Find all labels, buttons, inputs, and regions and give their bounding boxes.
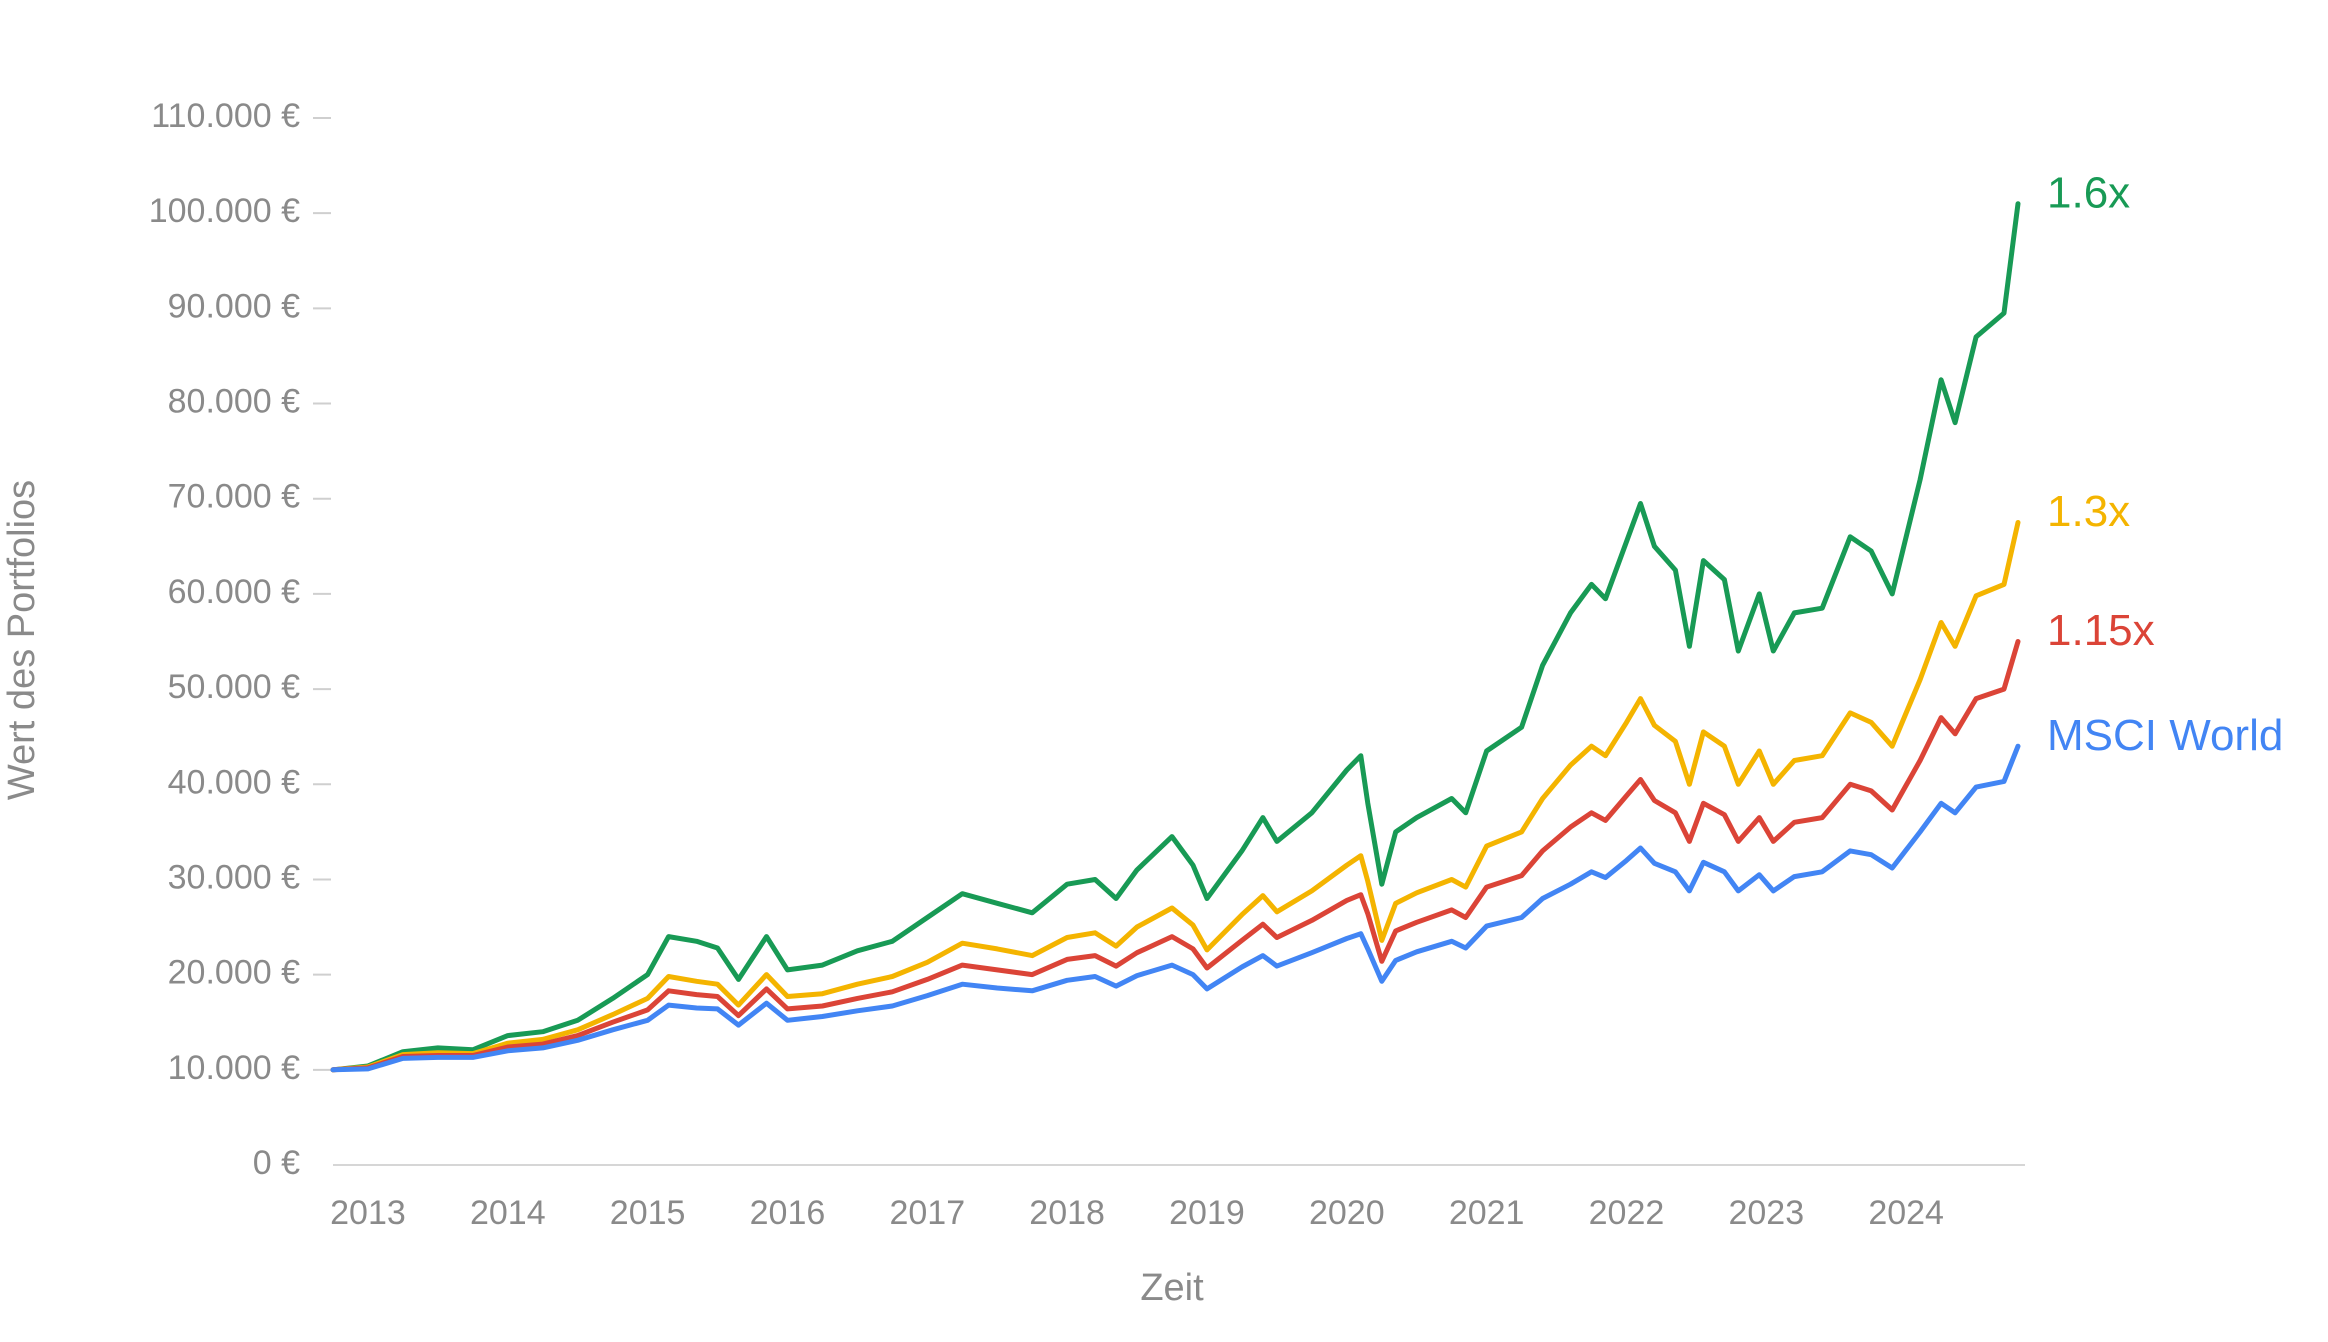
series-line-1 — [330, 520, 2021, 1073]
x-tick-label: 2016 — [750, 1194, 826, 1232]
y-axis: 0 € 10.000 € 20.000 € 30.000 € 40.000 € 50.00… — [149, 97, 331, 1182]
x-tick-label: 2019 — [1169, 1194, 1245, 1232]
y-tick-label: 70.000 € — [168, 478, 300, 516]
y-tick-label: 110.000 € — [151, 97, 300, 135]
y-tick-label: 10.000 € — [168, 1049, 300, 1087]
x-tick-label: 2014 — [470, 1194, 546, 1232]
series-labels: 1.6x 1.3x 1.15x MSCI World — [2047, 168, 2283, 760]
y-tick-label: 60.000 € — [168, 573, 300, 611]
x-tick-label: 2015 — [610, 1194, 686, 1232]
y-tick-label: 50.000 € — [168, 668, 300, 706]
x-tick-label: 2017 — [889, 1194, 965, 1232]
series-label-0: 1.6x — [2047, 168, 2130, 217]
series-label-3: MSCI World — [2047, 711, 2283, 760]
y-tick-label: 30.000 € — [168, 858, 300, 896]
x-tick-label: 2013 — [330, 1194, 406, 1232]
y-tick-label: 100.000 € — [149, 192, 300, 230]
y-tick-label: 90.000 € — [168, 287, 300, 325]
series-label-1: 1.3x — [2047, 487, 2130, 536]
x-axis: 2013 2014 2015 2016 2017 2018 2019 2020 2021 2022… — [330, 1164, 2025, 1232]
y-axis-title: Wert des Portfolios — [1, 480, 43, 800]
y-tick-label: 80.000 € — [168, 383, 300, 421]
x-tick-label: 2024 — [1868, 1194, 1944, 1232]
series-line-2 — [330, 639, 2021, 1073]
y-tick-label: 0 € — [253, 1144, 300, 1182]
y-tick-label: 40.000 € — [168, 763, 300, 801]
plot-area — [330, 201, 2021, 1073]
x-axis-title: Zeit — [1140, 1267, 1204, 1309]
series-label-2: 1.15x — [2047, 606, 2155, 655]
x-tick-label: 2022 — [1589, 1194, 1665, 1232]
series-line-0 — [330, 201, 2021, 1073]
series-line-3 — [330, 743, 2021, 1073]
x-tick-label: 2018 — [1029, 1194, 1105, 1232]
y-tick-label: 20.000 € — [168, 954, 300, 992]
x-tick-label: 2023 — [1728, 1194, 1804, 1232]
x-tick-label: 2021 — [1449, 1194, 1525, 1232]
x-tick-label: 2020 — [1309, 1194, 1385, 1232]
